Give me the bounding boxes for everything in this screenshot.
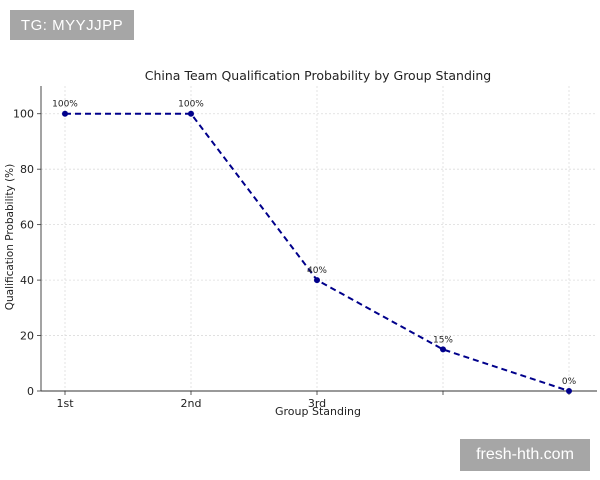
y-tick-label: 80	[20, 163, 34, 176]
x-axis-label: Group Standing	[275, 405, 361, 418]
data-label: 40%	[307, 266, 327, 276]
y-tick-label: 20	[20, 330, 34, 343]
data-point	[62, 110, 68, 117]
data-label: 15%	[433, 335, 453, 345]
y-tick-label: 40	[20, 274, 34, 287]
data-point	[440, 346, 446, 353]
data-point	[314, 277, 320, 284]
y-tick-label: 60	[20, 219, 34, 232]
data-point	[188, 110, 194, 117]
y-tick-label: 100	[13, 108, 34, 121]
y-tick-label: 0	[27, 385, 34, 398]
data-label: 100%	[52, 100, 78, 110]
data-point	[566, 388, 572, 394]
chart-title: China Team Qualification Probability by …	[145, 68, 491, 83]
telegram-watermark: TG: MYYJJPP	[10, 10, 134, 40]
x-tick-label: 3rd	[308, 397, 326, 410]
y-axis-label: Qualification Probability (%)	[4, 164, 16, 310]
data-label: 100%	[178, 100, 204, 110]
series-layer: 100% 100% 40% 15% 0%	[52, 100, 577, 394]
data-label: 0%	[562, 377, 577, 387]
axes: 0 20 40 60 80 100 1st 2nd 3rd	[13, 86, 597, 410]
x-tick-label: 2nd	[181, 397, 202, 410]
grid	[41, 86, 597, 392]
x-tick-label: 1st	[56, 397, 74, 410]
site-watermark: fresh-hth.com	[460, 439, 590, 471]
